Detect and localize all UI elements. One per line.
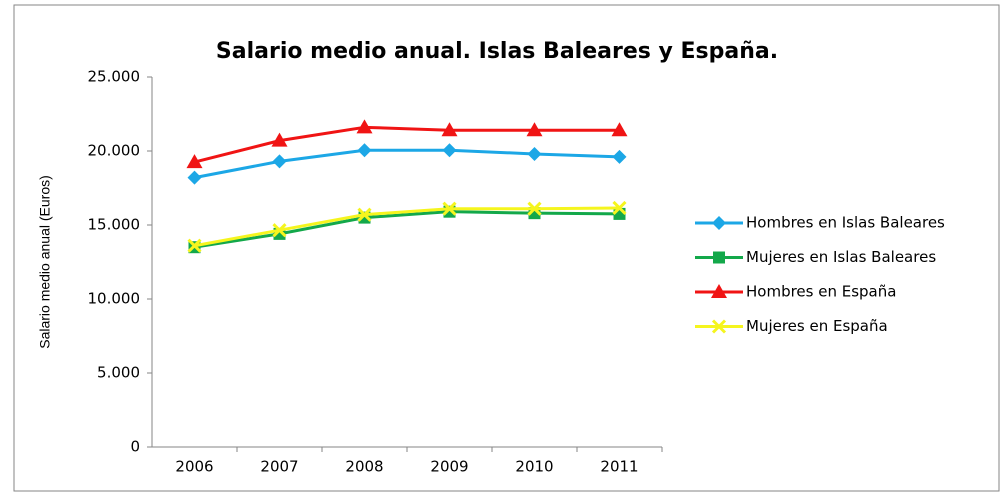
data-point (527, 201, 542, 216)
data-point (187, 238, 202, 253)
legend-label: Hombres en España (746, 283, 896, 301)
data-point (611, 122, 628, 137)
legend-label: Mujeres en España (746, 317, 888, 335)
x-tick-label: 2011 (600, 458, 638, 476)
x-tick-label: 2009 (430, 458, 468, 476)
series-line (194, 148, 620, 180)
data-point (526, 122, 543, 137)
legend-label: Hombres en Islas Baleares (746, 214, 945, 232)
data-point (441, 122, 458, 137)
y-tick-label: 25.000 (88, 68, 141, 86)
y-tick-label: 5.000 (97, 364, 140, 382)
legend-marker (713, 251, 725, 264)
data-point (527, 146, 542, 161)
y-tick-label: 0 (130, 438, 140, 456)
data-point (442, 201, 457, 216)
data-point (272, 154, 287, 169)
legend-marker (711, 319, 727, 334)
y-tick-label: 15.000 (88, 216, 141, 234)
data-point (612, 149, 627, 164)
chart-frame (13, 4, 1000, 492)
series-line (194, 210, 620, 249)
legend-label: Mujeres en Islas Baleares (746, 248, 936, 266)
data-point (356, 119, 373, 134)
series-line (194, 125, 620, 164)
legend-marker (712, 216, 726, 230)
x-tick-label: 2008 (345, 458, 383, 476)
x-tick-label: 2010 (515, 458, 553, 476)
y-axis-label: Salario medio anual (Euros) (37, 175, 53, 349)
y-tick-label: 10.000 (88, 290, 141, 308)
data-point (187, 170, 202, 185)
data-point (357, 207, 372, 222)
x-tick-label: 2006 (175, 458, 213, 476)
data-point (442, 143, 457, 158)
data-point (612, 200, 627, 216)
data-point (271, 132, 288, 147)
data-point (357, 143, 372, 158)
data-point (186, 154, 203, 169)
data-point (272, 223, 287, 238)
chart-title: Salario medio anual. Islas Baleares y Es… (216, 39, 778, 64)
series-line (194, 206, 620, 248)
x-tick-label: 2007 (260, 458, 298, 476)
y-tick-label: 20.000 (88, 142, 141, 160)
legend-marker (711, 284, 727, 298)
